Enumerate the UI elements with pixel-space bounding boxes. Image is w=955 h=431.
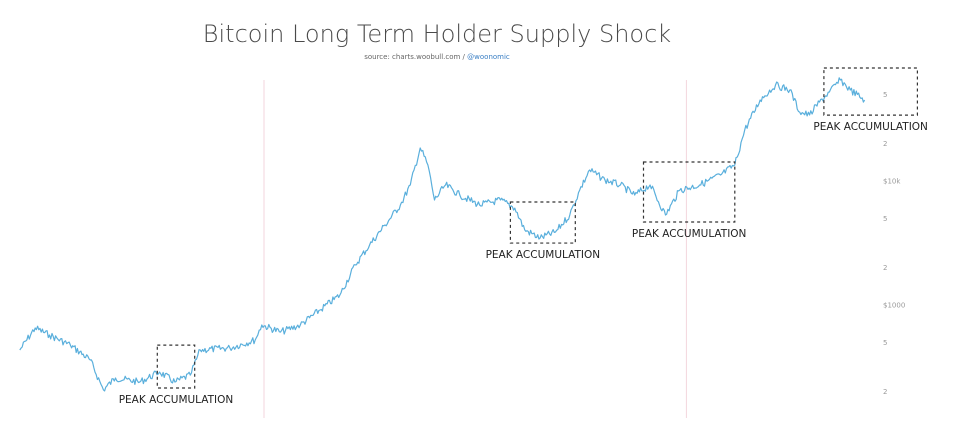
peak-accumulation-box	[509, 201, 576, 244]
chart-title: Bitcoin Long Term Holder Supply Shock	[202, 20, 672, 48]
source-text: source: charts.woobull.com /	[364, 53, 468, 61]
y-tick-label: $1000	[883, 302, 905, 310]
y-tick-label: 5	[883, 215, 887, 223]
annotation-label: PEAK ACCUMULATION	[632, 228, 747, 240]
annotation-label: PEAK ACCUMULATION	[813, 121, 928, 133]
price-line	[19, 77, 866, 392]
peak-accumulation-box	[642, 161, 736, 223]
y-axis-ticks: 5 2 $10k 5 2 $1000 5 2	[883, 91, 905, 396]
halving-lines	[263, 80, 687, 418]
y-tick-label: $10k	[883, 178, 901, 186]
y-tick-label: 2	[883, 140, 887, 148]
peak-accumulation-box	[156, 344, 196, 389]
annotations: PEAK ACCUMULATION PEAK ACCUMULATION PEAK A…	[119, 67, 928, 406]
y-tick-label: 2	[883, 388, 887, 396]
y-tick-label: 5	[883, 339, 887, 347]
y-tick-label: 5	[883, 91, 887, 99]
annotation-label: PEAK ACCUMULATION	[119, 394, 234, 406]
price-series	[19, 77, 866, 392]
peak-accumulation-box	[823, 67, 919, 116]
y-tick-label: 2	[883, 264, 887, 272]
chart-subtitle: source: charts.woobull.com / @woonomic	[0, 53, 874, 61]
annotation-label: PEAK ACCUMULATION	[486, 249, 601, 261]
author-handle-link[interactable]: @woonomic	[467, 53, 510, 61]
